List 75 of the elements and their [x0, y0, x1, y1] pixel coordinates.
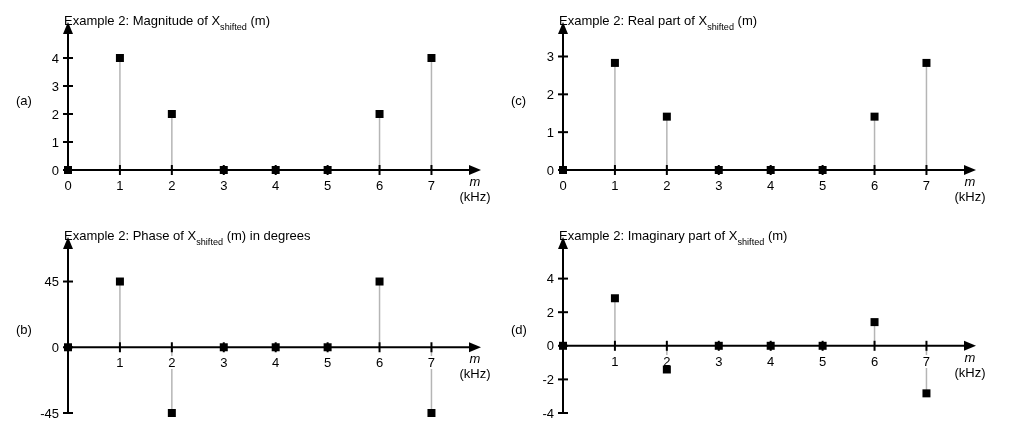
x-tick-label: 7	[922, 353, 931, 369]
x-tick-label: 2	[168, 355, 176, 371]
y-tick-label: -2	[542, 371, 554, 387]
point	[375, 110, 384, 118]
point	[662, 112, 671, 121]
x-tick-label: 2	[663, 178, 671, 193]
x-tick-label: 1	[116, 355, 124, 371]
point	[610, 294, 619, 303]
y-tick-label: -4	[542, 405, 554, 421]
x-tick-label: 1	[611, 353, 619, 369]
x-axis-title: m (kHz)	[954, 349, 986, 380]
x-tick-label: 6	[870, 178, 879, 193]
text: (a)	[16, 93, 32, 108]
x-tick-label: 2	[168, 178, 176, 193]
x-axis-title: m (kHz)	[459, 174, 491, 204]
y-tick-label: 0	[546, 338, 554, 354]
x-tick-label: 7	[427, 355, 436, 371]
x-tick-label: 7	[922, 178, 931, 193]
x-tick-label: 6	[870, 353, 879, 369]
y-tick-label: -45	[40, 405, 59, 421]
x-tick-label: 6	[375, 355, 384, 371]
x-tick-label: 5	[324, 178, 332, 193]
x-tick-label: 7	[427, 178, 436, 193]
x-tick-label: 6	[375, 178, 384, 193]
point	[870, 318, 879, 327]
y-tick-label: 0	[51, 162, 59, 178]
text: (b)	[16, 322, 32, 337]
point	[870, 112, 879, 121]
x-tick-label: 3	[220, 178, 228, 193]
point	[427, 409, 436, 417]
text: (c)	[511, 93, 527, 108]
x-tick-label: 2	[663, 353, 671, 369]
x-tick-label: 0	[64, 178, 72, 193]
point	[922, 58, 931, 67]
y-tick-label: 0	[51, 339, 59, 355]
y-tick-label: 3	[546, 48, 554, 64]
text: (d)	[511, 322, 527, 337]
x-tick-label: 1	[116, 178, 124, 193]
y-tick-label: 2	[51, 106, 59, 122]
x-axis-title: m (kHz)	[459, 351, 491, 382]
point	[662, 365, 671, 374]
y-tick-label: 3	[51, 78, 59, 94]
y-tick-label: 2	[546, 304, 554, 320]
y-tick-label: 45	[44, 274, 59, 290]
chart-title: Example 2: Imaginary part of X$_{shifted}$ (m)	[559, 228, 788, 247]
point	[427, 54, 436, 62]
point	[167, 110, 176, 118]
x-tick-label: 4	[767, 353, 775, 369]
chart-title: Example 2: Magnitude of X$_{shifted}$ (m)	[64, 13, 270, 32]
y-tick-label: 1	[51, 134, 59, 150]
point	[375, 277, 384, 286]
y-tick-label: 2	[546, 86, 554, 102]
x-tick-label: 4	[272, 178, 280, 193]
y-tick-label: 4	[51, 50, 59, 66]
x-tick-label: 3	[715, 178, 723, 193]
x-tick-label: 3	[220, 355, 228, 371]
point	[610, 58, 619, 67]
x-tick-label: 0	[559, 178, 567, 193]
x-tick-label: 4	[272, 355, 280, 371]
y-tick-label: 1	[546, 124, 554, 140]
point	[115, 277, 124, 286]
x-tick-label: 4	[767, 178, 775, 193]
point	[922, 389, 931, 398]
point	[167, 409, 176, 417]
y-tick-label: 0	[546, 162, 554, 178]
x-tick-label: 5	[819, 353, 827, 369]
x-tick-label: 5	[819, 178, 827, 193]
chart-title: Example 2: Real part of X$_{shifted}$ (m)	[559, 13, 758, 32]
point	[115, 54, 124, 62]
chart-title: Example 2: Phase of X$_{shifted}$ (m) in degrees	[64, 228, 311, 247]
x-tick-label: 1	[611, 178, 619, 193]
x-axis-title: m (kHz)	[954, 174, 986, 204]
x-tick-label: 3	[715, 353, 723, 369]
y-tick-label: 4	[546, 271, 554, 287]
x-tick-label: 5	[324, 355, 332, 371]
